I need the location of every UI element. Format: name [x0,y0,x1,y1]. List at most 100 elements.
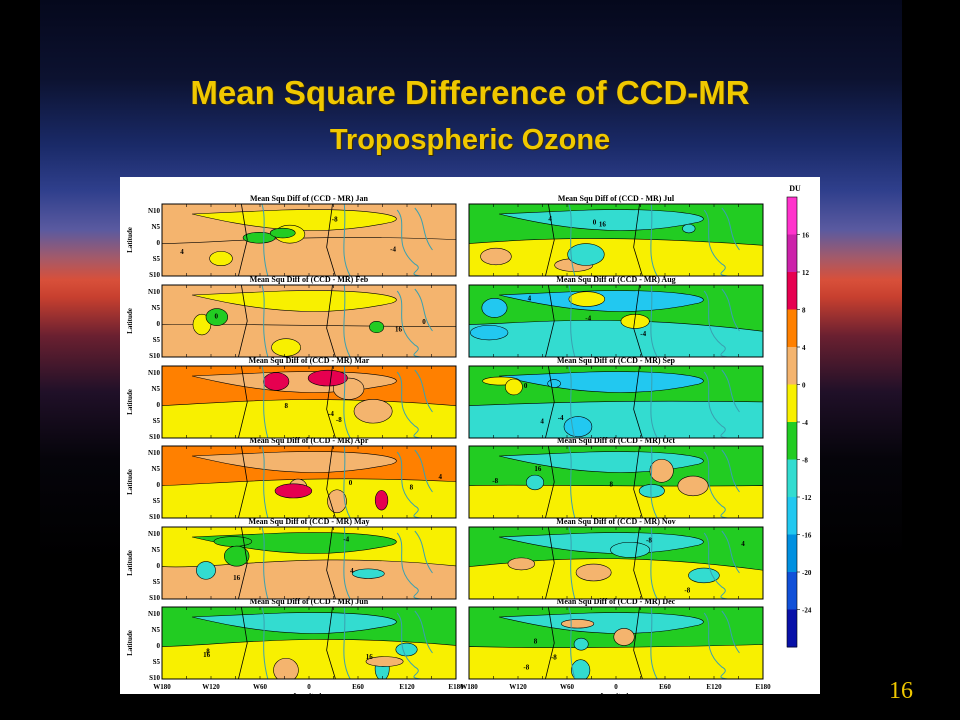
contour-label: -4 [558,414,564,422]
colorbar-tick-label: -4 [802,419,808,427]
lon-tick-label: E60 [352,683,364,691]
panel-title-sep: Mean Squ Diff of (CCD - MR) Sep [557,356,676,365]
lon-tick-label: W180 [153,683,171,691]
panel-title-nov: Mean Squ Diff of (CCD - MR) Nov [556,517,675,526]
contour-label: 8 [206,647,210,655]
panel-title-aug: Mean Squ Diff of (CCD - MR) Aug [556,275,675,284]
y-axis-label: Latitude [126,308,134,334]
panel-title-dec: Mean Squ Diff of (CCD - MR) Dec [557,597,676,606]
contour-label: 16 [534,465,542,473]
lat-tick-label: N5 [151,626,160,634]
colorbar-tick-label: -16 [802,532,812,540]
lat-tick-label: S5 [153,658,161,666]
lon-tick-label: W60 [560,683,575,691]
contour-label: -4 [343,536,349,544]
lat-tick-label: S10 [149,352,160,360]
colorbar: DU 16 12 8 4 0 -4 -8 -12 -16 -20 -24 [786,184,812,648]
lat-tick-label: S10 [149,513,160,521]
colorbar-tick-label: 16 [802,232,810,240]
contour-label: 8 [285,402,289,410]
lat-tick-label: N10 [148,207,161,215]
colorbar-segment [787,534,797,573]
panel-aug: Mean Squ Diff of (CCD - MR) Aug 4 -4 -4 [468,275,764,358]
panel-mar: Mean Squ Diff of (CCD - MR) Mar 8 -8-4 N10 N… [126,356,457,441]
contour-label: -4 [328,410,334,418]
colorbar-segment [787,572,797,610]
lat-tick-label: 0 [157,320,161,328]
contour-label: -8 [332,216,338,224]
y-axis-label: Latitude [126,550,134,576]
panel-apr: Mean Squ Diff of (CCD - MR) Apr 4 8 0 N10 N5 0… [126,436,457,521]
slide-subtitle: Tropospheric Ozone [329,124,611,156]
colorbar-segment [787,309,797,348]
contour-label: 16 [366,653,374,661]
page-number: 16 [889,678,913,704]
lat-tick-label: N10 [148,610,161,618]
colorbar-tick-label: -12 [802,494,812,502]
lat-tick-label: S5 [153,578,161,586]
lat-tick-label: N10 [148,449,161,457]
contour-label: 16 [599,220,607,228]
lat-tick-label: N5 [151,304,160,312]
lon-tick-label: W60 [253,683,268,691]
colorbar-segment [787,347,797,385]
contour-label: -8 [646,537,652,545]
lat-tick-label: N5 [151,385,160,393]
y-axis-label: Latitude [126,630,134,656]
colorbar-unit-label: DU [789,184,801,193]
contour-label: 0 [349,479,353,487]
lon-tick-label: E180 [755,683,771,691]
panel-title-apr: Mean Squ Diff of (CCD - MR) Apr [250,436,369,445]
lat-tick-label: N5 [151,546,160,554]
contour-label: -8 [523,663,529,671]
colorbar-tick-label: -24 [802,607,812,615]
contour-label: 4 [350,567,354,575]
colorbar-segment [787,384,797,423]
panel-feb: Mean Squ Diff of (CCD - MR) Feb 0 0 16 N10 N5… [126,275,457,360]
panel-nov: Mean Squ Diff of (CCD - MR) Nov -8 -8 4 [468,517,764,600]
lat-tick-label: S10 [149,674,160,682]
contour-label: 0 [214,312,218,320]
contour-label: 4 [439,473,443,481]
lon-tick-label: E120 [399,683,415,691]
contour-label: 4 [540,418,544,426]
lon-tick-label: 0 [307,683,311,691]
panel-jul: Mean Squ Diff of (CCD - MR) Jul 16 4 0 [468,194,764,277]
panel-title-mar: Mean Squ Diff of (CCD - MR) Mar [249,356,370,365]
contour-label: 0 [422,318,426,326]
lat-tick-label: 0 [157,481,161,489]
panel-sep: Mean Squ Diff of (CCD - MR) Sep 4 -4 0 [468,356,764,439]
x-axis-label: Longitude [601,692,632,694]
contour-label: 0 [524,382,528,390]
panel-title-jun: Mean Squ Diff of (CCD - MR) Jun [250,597,369,606]
y-axis-label: Latitude [126,227,134,253]
contour-figure: Mean Squ Diff of (CCD - MR) Jan -8 4 -4 N10 N… [120,177,820,694]
colorbar-segment [787,422,797,460]
panel-dec: Mean Squ Diff of (CCD - MR) Dec -8 -8 8 [468,597,764,680]
lat-tick-label: S5 [153,417,161,425]
panel-jan: Mean Squ Diff of (CCD - MR) Jan -8 4 -4 N10 N… [126,194,457,279]
lon-tick-label: E120 [706,683,722,691]
contour-label: 8 [534,638,538,646]
colorbar-tick-label: 8 [802,307,806,315]
panel-oct: Mean Squ Diff of (CCD - MR) Oct -8 16 8 [468,436,764,519]
x-axis-label: Longitude [294,692,325,694]
lat-tick-label: 0 [157,239,161,247]
contour-label: -4 [390,245,396,253]
lat-tick-label: S10 [149,594,160,602]
lat-tick-label: N5 [151,223,160,231]
contour-label: -8 [336,416,342,424]
lon-tick-label: E180 [448,683,464,691]
lat-tick-label: S5 [153,497,161,505]
panel-title-oct: Mean Squ Diff of (CCD - MR) Oct [557,436,675,445]
contour-label: 8 [610,481,614,489]
panel-jun: Mean Squ Diff of (CCD - MR) Jun16816N10N… [126,597,457,682]
panel-title-may: Mean Squ Diff of (CCD - MR) May [248,517,369,526]
colorbar-tick-label: -20 [802,569,812,577]
colorbar-segment [787,234,797,273]
lon-tick-label: W120 [509,683,527,691]
panel-may: Mean Squ Diff of (CCD - MR) May 16 4 -4 N10 N… [126,517,457,602]
lat-tick-label: S10 [149,433,160,441]
contour-label: 4 [741,540,745,548]
lon-tick-label: E60 [659,683,671,691]
